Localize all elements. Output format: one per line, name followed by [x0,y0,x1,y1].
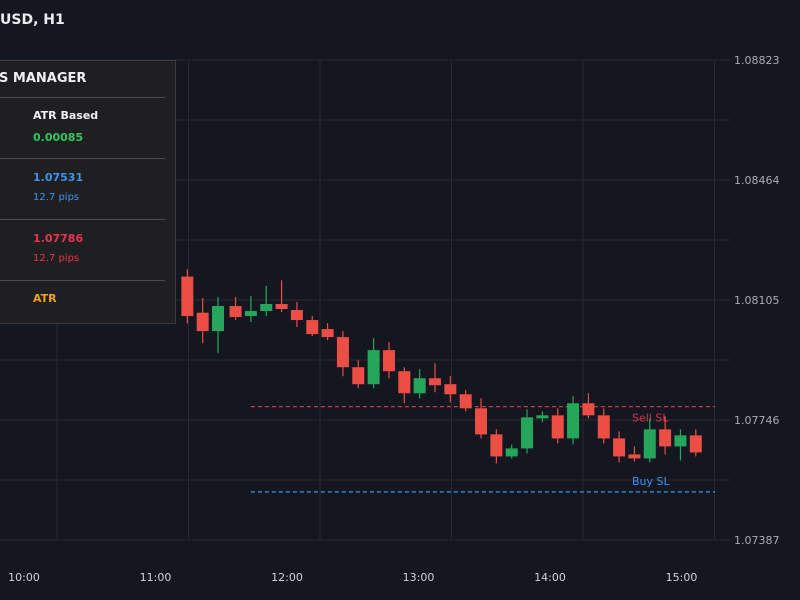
candle [428,363,441,393]
candle-body [229,306,242,318]
candle [444,376,457,403]
candle-body [244,311,257,317]
candle [505,444,518,459]
stop-loss-lines: Sell SL Buy SL [250,406,715,493]
sl-manager-panel: S MANAGER ATR Based 0.00085 1.07531 12.7… [0,60,176,324]
atr-value: 0.00085 [33,131,84,144]
candle [260,285,273,317]
candle-body [659,429,672,447]
buy-sl-pips: 12.7 pips [33,192,80,203]
candles [181,269,702,464]
y-tick-label: 1.07746 [734,414,780,427]
candle [367,338,380,389]
candle-body [689,435,702,453]
candle-body [398,371,411,394]
sl-label: Buy SL [632,475,671,488]
candle-body [367,350,380,385]
candle [536,411,549,423]
y-tick-label: 1.07387 [734,534,780,547]
x-tick-label: 11:00 [140,571,172,584]
candle-body [413,378,426,394]
candle-body [597,415,610,439]
candle [597,408,610,444]
candle-body [459,394,472,409]
y-axis-ticks: 1.08823 1.08464 1.08105 1.07746 1.07387 [734,54,780,547]
sl-mode-label: ATR [33,292,57,305]
candle-body [674,435,687,447]
candle-body [444,384,457,395]
candle-body [181,276,194,317]
candle [382,342,395,379]
candle-body [196,312,209,332]
candle-body [551,415,564,439]
candle-body [336,337,349,368]
x-tick-label: 15:00 [666,571,698,584]
panel-divider [0,158,165,159]
panel-divider [0,280,165,281]
candle [643,418,656,463]
candle-body [475,408,488,435]
x-axis-ticks: 10:00 11:00 12:00 13:00 14:00 15:00 [8,571,697,584]
candle [659,416,672,455]
candle [275,280,288,313]
candle-body [536,415,549,419]
candle [567,396,580,445]
candle [475,398,488,439]
candle [181,269,194,324]
y-tick-label: 1.08464 [734,174,780,187]
candle [613,431,626,463]
x-tick-label: 13:00 [403,571,435,584]
candle-body [382,350,395,372]
candle [290,302,303,328]
chart-title: USD, H1 [0,12,65,28]
candle-body [628,454,641,459]
candle-body [275,304,288,310]
method-label: ATR Based [33,109,99,122]
candle [582,393,595,419]
y-tick-label: 1.08823 [734,54,780,67]
x-tick-label: 14:00 [534,571,566,584]
candle [674,429,687,461]
candle-body [613,438,626,457]
candle-body [505,448,518,457]
candle-body [306,320,319,335]
panel-divider [0,219,165,220]
candle [521,409,534,454]
y-tick-label: 1.08105 [734,294,780,307]
candle [398,367,411,404]
candle-body [290,310,303,321]
candle [229,296,242,321]
candle-body [260,304,273,312]
candle [336,331,349,377]
sell-sl-price: 1.07786 [33,232,84,245]
candle [352,360,365,389]
candle [551,408,564,444]
candle [628,446,641,462]
candle [459,390,472,412]
candle [413,369,426,399]
sell-sl-pips: 12.7 pips [33,253,80,264]
panel-title: S MANAGER [0,71,87,86]
candle-body [428,378,441,386]
candle [212,296,225,354]
candle [490,429,503,464]
sl-label: Sell SL [632,412,669,425]
candle-body [321,329,334,338]
x-tick-label: 12:00 [271,571,303,584]
buy-sl-price: 1.07531 [33,171,84,184]
candle-body [567,403,580,439]
panel-divider [0,97,165,98]
candle-body [352,367,365,385]
candle [321,323,334,341]
candle [196,297,209,344]
candle [306,316,319,337]
candle-body [212,306,225,332]
candle-body [643,429,656,459]
candle [244,295,257,323]
candle-body [521,417,534,449]
candle [689,429,702,457]
x-tick-label: 10:00 [8,571,40,584]
candle-body [490,434,503,457]
candle-body [582,403,595,416]
